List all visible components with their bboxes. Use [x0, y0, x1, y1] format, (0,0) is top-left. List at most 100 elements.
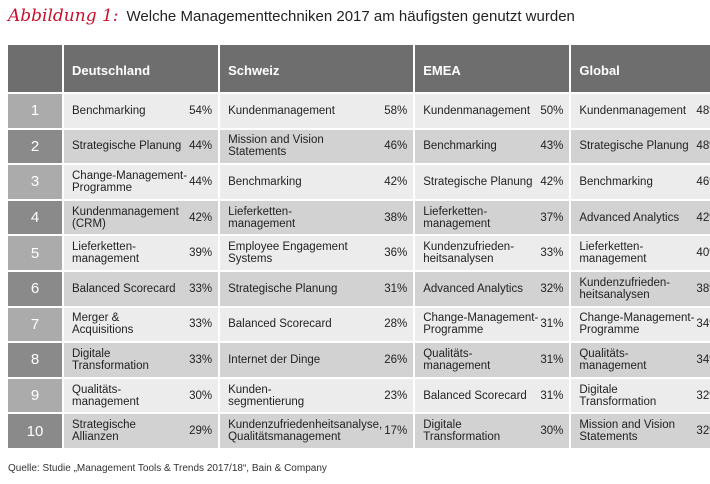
- technique: Benchmarking: [423, 140, 497, 153]
- table-cell: Strategische Planung 31%: [220, 271, 414, 306]
- figure-label: Abbildung 1:: [8, 6, 119, 26]
- technique: Advanced Analytics: [579, 211, 680, 224]
- technique: Advanced Analytics: [423, 282, 523, 295]
- table-cell: Kundenmanagement (CRM) 42%: [64, 200, 219, 235]
- table-cell: Qualitäts- management 34%: [571, 343, 710, 377]
- table-cell: Digitale Transformation 32%: [571, 378, 710, 413]
- share: 54%: [189, 104, 213, 117]
- rank: 8: [8, 343, 62, 377]
- technique: Benchmarking: [579, 175, 653, 188]
- technique: Balanced Scorecard: [72, 282, 176, 295]
- table-cell: Strategische Planung 48%: [571, 129, 710, 164]
- table-cell: Benchmarking 43%: [415, 129, 570, 164]
- share: 58%: [384, 104, 408, 117]
- table-cell: Lieferketten- management 39%: [64, 236, 219, 270]
- table-cell: Change-Management- Programme 31%: [415, 307, 570, 342]
- technique: Kundenmanagement: [423, 104, 531, 117]
- table-cell: Qualitäts- management 31%: [415, 343, 570, 377]
- technique: Lieferketten- management: [423, 205, 491, 230]
- table-cell: Qualitäts- management 30%: [64, 378, 219, 413]
- column-header: EMEA: [415, 45, 570, 92]
- table-cell: Kundenmanagement 50%: [415, 94, 570, 128]
- table-cell: Digitale Transformation 33%: [64, 343, 219, 377]
- rank: 2: [8, 129, 62, 164]
- share: 31%: [540, 318, 564, 331]
- technique: Qualitäts- management: [72, 383, 140, 408]
- table-cell: Kundenzufriedenheitsanalyse, Qualitätsma…: [220, 414, 414, 448]
- technique: Mission and Vision Statements: [579, 419, 676, 444]
- table-cell: Lieferketten- management 40%: [571, 236, 710, 270]
- table-cell: Strategische Planung 44%: [64, 129, 219, 164]
- table-cell: Strategische Allianzen 29%: [64, 414, 219, 448]
- share: 46%: [696, 175, 710, 188]
- table-cell: Kundenmanagement 48%: [571, 94, 710, 128]
- share: 40%: [696, 247, 710, 260]
- share: 31%: [540, 389, 564, 402]
- title: Welche Managementtechniken 2017 am häufi…: [126, 8, 575, 25]
- column-header: Deutschland: [64, 45, 219, 92]
- technique: Strategische Planung: [228, 282, 338, 295]
- share: 32%: [540, 282, 564, 295]
- technique: Lieferketten- management: [579, 241, 647, 266]
- technique: Strategische Planung: [579, 140, 689, 153]
- share: 46%: [384, 140, 408, 153]
- rank: 6: [8, 271, 62, 306]
- share: 28%: [384, 318, 408, 331]
- technique: Lieferketten- management: [72, 241, 140, 266]
- share: 38%: [384, 211, 408, 224]
- technique: Strategische Planung: [423, 175, 533, 188]
- share: 43%: [540, 140, 564, 153]
- share: 42%: [189, 211, 213, 224]
- share: 42%: [540, 175, 564, 188]
- table-cell: Kundenmanagement 58%: [220, 94, 414, 128]
- table-cell: Merger & Acquisitions 33%: [64, 307, 219, 342]
- technique: Change-Management- Programme: [72, 169, 188, 194]
- share: 30%: [189, 389, 213, 402]
- share: 44%: [189, 140, 213, 153]
- share: 36%: [384, 247, 408, 260]
- technique: Kundenzufrieden- heitsanalysen: [579, 276, 671, 301]
- source: Quelle: Studie „Management Tools & Trend…: [8, 463, 327, 474]
- column-header: Schweiz: [220, 45, 414, 92]
- technique: Benchmarking: [72, 104, 146, 117]
- table-cell: Employee Engagement Systems 36%: [220, 236, 414, 270]
- technique: Change-Management- Programme: [423, 312, 539, 337]
- share: 34%: [696, 353, 710, 366]
- technique: Qualitäts- management: [579, 347, 647, 372]
- rank: 4: [8, 200, 62, 235]
- share: 29%: [189, 425, 213, 438]
- technique: Merger & Acquisitions: [72, 312, 134, 337]
- technique: Balanced Scorecard: [423, 389, 527, 402]
- share: 42%: [384, 175, 408, 188]
- share: 42%: [696, 211, 710, 224]
- rank: 10: [8, 414, 62, 448]
- share: 38%: [696, 282, 710, 295]
- share: 23%: [384, 389, 408, 402]
- share: 33%: [540, 247, 564, 260]
- table-cell: Advanced Analytics 32%: [415, 271, 570, 306]
- table-cell: Strategische Planung 42%: [415, 165, 570, 199]
- technique: Digitale Transformation: [579, 383, 657, 408]
- technique: Kundenmanagement: [579, 104, 687, 117]
- share: 48%: [696, 140, 710, 153]
- table-cell: Kundenzufrieden- heitsanalysen 33%: [415, 236, 570, 270]
- technique: Kundenmanagement (CRM): [72, 205, 179, 230]
- table-cell: Change-Management- Programme 44%: [64, 165, 219, 199]
- table-cell: Lieferketten- management 37%: [415, 200, 570, 235]
- table-cell: Balanced Scorecard 33%: [64, 271, 219, 306]
- rank: 9: [8, 378, 62, 413]
- technique: Qualitäts- management: [423, 347, 491, 372]
- technique: Benchmarking: [228, 175, 302, 188]
- table-cell: Balanced Scorecard 28%: [220, 307, 414, 342]
- technique: Employee Engagement Systems: [228, 241, 348, 266]
- table: Deutschland Schweiz EMEA Global 1 Benchmarkin…: [8, 45, 710, 448]
- share: 26%: [384, 353, 408, 366]
- share: 34%: [696, 318, 710, 331]
- share: 33%: [189, 282, 213, 295]
- technique: Kunden- segmentierung: [228, 383, 305, 408]
- table-cell: Kunden- segmentierung 23%: [220, 378, 414, 413]
- technique: Digitale Transformation: [72, 347, 149, 372]
- technique: Internet der Dinge: [228, 353, 321, 366]
- share: 39%: [189, 247, 213, 260]
